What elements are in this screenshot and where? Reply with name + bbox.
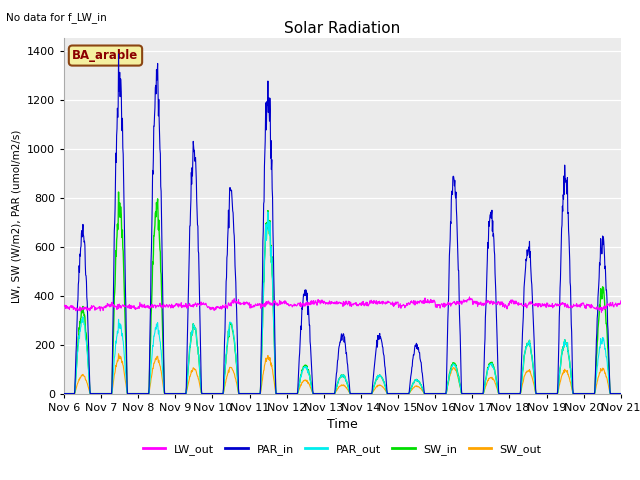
Legend: LW_out, PAR_in, PAR_out, SW_in, SW_out: LW_out, PAR_in, PAR_out, SW_in, SW_out <box>139 439 546 459</box>
Title: Solar Radiation: Solar Radiation <box>284 21 401 36</box>
X-axis label: Time: Time <box>327 418 358 431</box>
Y-axis label: LW, SW (W/m2), PAR (umol/m2/s): LW, SW (W/m2), PAR (umol/m2/s) <box>12 129 21 303</box>
Text: BA_arable: BA_arable <box>72 49 139 62</box>
Text: No data for f_LW_in: No data for f_LW_in <box>6 12 107 23</box>
